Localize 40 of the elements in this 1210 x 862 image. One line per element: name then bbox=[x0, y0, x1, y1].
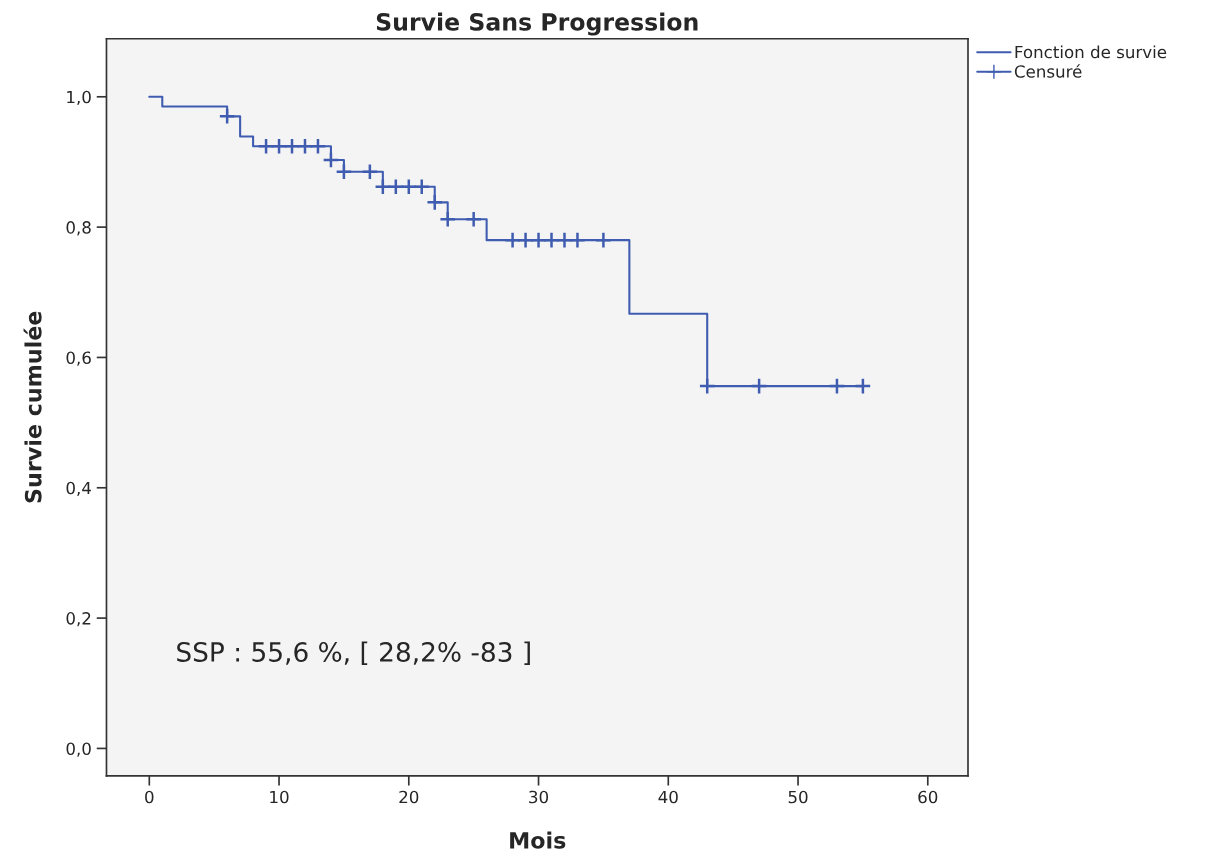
x-tick-label: 40 bbox=[658, 790, 678, 804]
point bbox=[322, 151, 340, 169]
point bbox=[439, 210, 457, 228]
y-tick-label: 0,0 bbox=[66, 742, 91, 757]
x-tick-label: 10 bbox=[270, 790, 289, 804]
point bbox=[568, 231, 586, 249]
legend-label: Censuré bbox=[1014, 64, 1082, 78]
y-tick-label: 0,6 bbox=[66, 351, 91, 366]
x-axis-title: Mois bbox=[510, 831, 566, 849]
point bbox=[361, 163, 379, 181]
point bbox=[218, 107, 236, 125]
point bbox=[698, 377, 716, 395]
chart-title: Survie Sans Progression bbox=[376, 12, 698, 36]
annotation: SSP : 55,6 %, [ 28,2% -83 ] bbox=[177, 641, 530, 666]
point bbox=[374, 178, 392, 196]
point bbox=[335, 163, 353, 181]
legend-label: Fonction de survie bbox=[1015, 45, 1167, 59]
y-tick-label: 0,4 bbox=[66, 481, 91, 497]
point bbox=[854, 377, 872, 395]
x-tick-label: 30 bbox=[529, 790, 549, 804]
point bbox=[750, 377, 768, 395]
point bbox=[270, 137, 288, 155]
y-axis-title: Survie cumulée bbox=[23, 311, 42, 503]
y-tick-label: 0,2 bbox=[66, 612, 91, 627]
point bbox=[413, 178, 431, 196]
y-tick-label: 1,0 bbox=[67, 90, 91, 106]
x-tick-label: 0 bbox=[145, 790, 154, 804]
point bbox=[426, 193, 444, 211]
point bbox=[257, 137, 275, 155]
y-tick-label: 0,8 bbox=[66, 221, 91, 236]
point bbox=[296, 137, 314, 155]
point bbox=[828, 377, 846, 395]
point bbox=[594, 231, 612, 249]
point bbox=[309, 137, 327, 155]
x-tick-label: 60 bbox=[918, 790, 938, 804]
x-tick-label: 20 bbox=[399, 790, 419, 804]
point bbox=[283, 137, 301, 155]
point bbox=[387, 178, 405, 196]
point bbox=[465, 210, 483, 228]
x-tick-label: 50 bbox=[788, 790, 808, 804]
